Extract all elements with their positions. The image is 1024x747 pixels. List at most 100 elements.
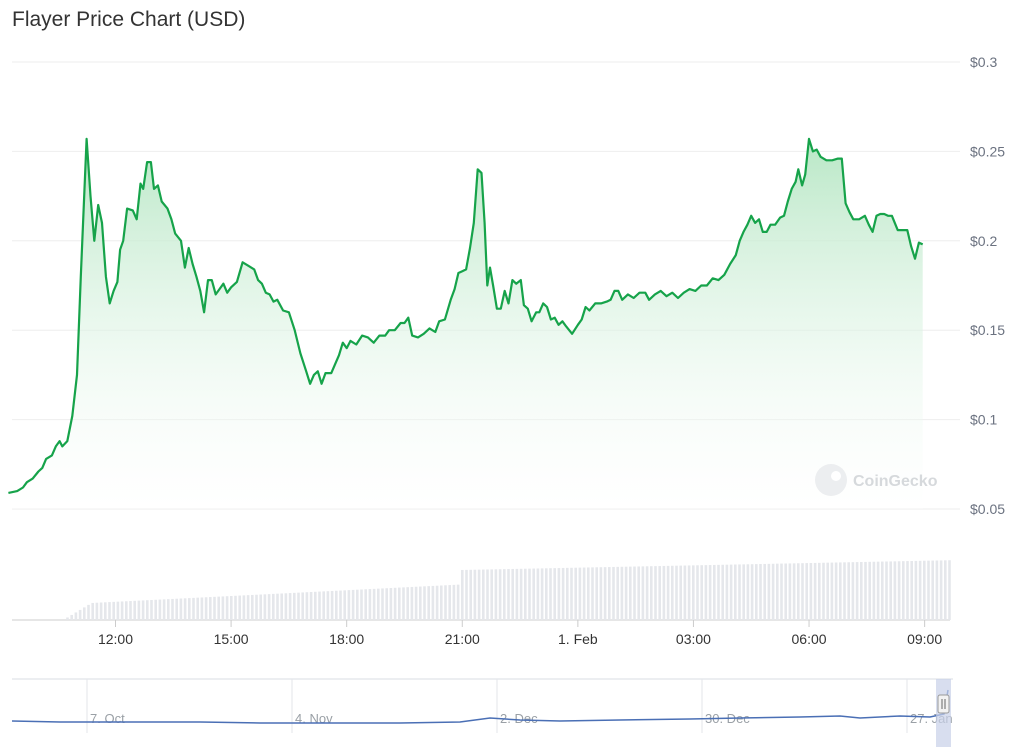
volume-bar [599, 567, 603, 620]
volume-bar [393, 587, 397, 620]
volume-bar [452, 584, 456, 620]
y-tick-label: $0.05 [970, 501, 1005, 517]
volume-bar [708, 565, 712, 620]
volume-bar [507, 569, 510, 620]
volume-bar [902, 561, 905, 620]
volume-bar [465, 569, 468, 620]
volume-bar [927, 560, 930, 620]
volume-bar [616, 566, 619, 620]
volume-bar [641, 566, 645, 620]
navigator-series [11, 689, 949, 724]
volume-bar [293, 592, 296, 620]
volume-bar [179, 598, 183, 620]
volume-bar [834, 562, 838, 620]
volume-bar [162, 599, 166, 620]
volume-bar [805, 563, 808, 620]
volume-bar [683, 565, 687, 620]
volume-bar [213, 596, 216, 620]
volume-bar [633, 566, 636, 620]
volume-bar [847, 562, 850, 620]
volume-bar [242, 595, 246, 620]
volume-bars [66, 560, 951, 620]
volume-bar [70, 614, 73, 620]
volume-bar [595, 567, 598, 620]
volume-bar [192, 597, 195, 620]
volume-bar [713, 564, 716, 620]
price-line[interactable] [8, 137, 924, 494]
volume-bar [125, 601, 128, 620]
volume-bar [238, 595, 241, 620]
volume-bar [343, 590, 346, 620]
volume-bar [738, 564, 741, 620]
volume-bar [473, 569, 477, 620]
volume-bar [734, 564, 737, 620]
volume-bar [797, 563, 800, 620]
volume-bar [322, 591, 325, 620]
volume-bar [108, 602, 111, 620]
volume-bar [141, 600, 145, 620]
volume-bar [557, 568, 561, 620]
volume-bar [864, 561, 867, 620]
volume-bar [398, 587, 401, 620]
volume-bar [511, 568, 514, 620]
volume-bar [503, 569, 506, 620]
y-axis: $0.3 $0.25 $0.2 $0.15 $0.1 $0.05 [970, 54, 1005, 517]
volume-bar [687, 565, 691, 620]
volume-bar [154, 599, 157, 620]
volume-bar [288, 593, 292, 620]
volume-bar [885, 561, 888, 620]
volume-bar [763, 563, 766, 620]
volume-bar [843, 562, 846, 620]
volume-bar [910, 560, 913, 620]
volume-bar [788, 563, 792, 620]
volume-bar [339, 590, 342, 620]
volume-bar [347, 590, 351, 620]
volume-bar [918, 560, 922, 620]
volume-bar [477, 569, 481, 620]
volume-bar [431, 585, 435, 620]
volume-bar [654, 566, 657, 620]
volume-bar [696, 565, 699, 620]
navigator-handle[interactable] [937, 694, 950, 714]
volume-bar [66, 617, 69, 620]
volume-bar [822, 562, 825, 620]
volume-bar [893, 561, 897, 620]
volume-bar [553, 568, 556, 620]
volume-bar [335, 590, 338, 620]
volume-bar [650, 566, 653, 620]
navigator-tick-label: 2. Dec [500, 711, 538, 726]
volume-bar [771, 563, 775, 620]
volume-bar [729, 564, 733, 620]
volume-bar [230, 596, 233, 620]
volume-bar [755, 564, 758, 620]
volume-bar [330, 590, 334, 620]
volume-bar [486, 569, 489, 620]
volume-bar [725, 564, 729, 620]
volume-bar [645, 566, 649, 620]
watermark-text: CoinGecko [853, 473, 938, 490]
volume-bar [872, 561, 876, 620]
volume-bar [209, 597, 212, 620]
volume-bar [448, 585, 451, 620]
volume-bar [221, 596, 225, 620]
y-tick-label: $0.15 [970, 322, 1005, 338]
volume-bar [767, 563, 771, 620]
volume-bar [742, 564, 745, 620]
volume-bar [150, 599, 153, 620]
navigator-tick-label: 4. Nov [295, 711, 333, 726]
volume-bar [171, 598, 174, 620]
volume-bar [137, 600, 141, 620]
volume-bar [889, 561, 892, 620]
volume-bar [133, 600, 136, 620]
y-tick-label: $0.25 [970, 143, 1005, 159]
volume-bar [204, 597, 208, 620]
volume-bar [423, 586, 426, 620]
navigator[interactable]: 7. Oct 4. Nov 2. Dec 30. Dec 27. Jan [11, 678, 953, 747]
volume-bar [570, 567, 573, 620]
volume-bar [566, 567, 569, 620]
volume-bar [440, 585, 443, 620]
volume-bar [830, 562, 834, 620]
volume-bar [87, 604, 90, 620]
volume-bar [104, 602, 107, 620]
